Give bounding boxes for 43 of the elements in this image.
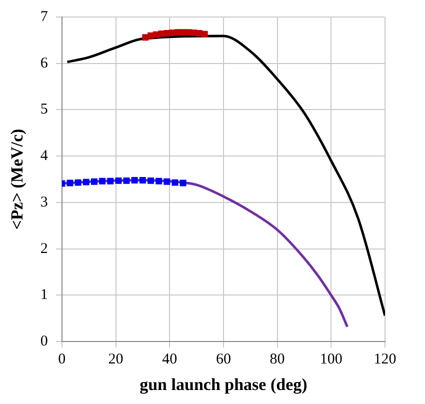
point: [164, 30, 170, 36]
point: [169, 30, 176, 36]
point: [164, 178, 170, 185]
point: [131, 177, 138, 184]
point: [90, 178, 98, 185]
point: [180, 180, 186, 186]
point: [66, 180, 74, 186]
point: [139, 177, 146, 184]
point: [174, 29, 181, 36]
line-series: [66, 34, 385, 317]
y-tick-label: 6: [40, 55, 48, 72]
x-tick-label: 20: [108, 352, 124, 368]
point: [156, 178, 162, 184]
point: [99, 178, 106, 184]
x-tick-label: 40: [162, 352, 178, 368]
point: [190, 30, 198, 36]
x-axis-title: gun launch phase (deg): [140, 375, 308, 394]
point: [201, 30, 208, 38]
x-tick-label: 80: [270, 352, 285, 368]
point: [74, 179, 82, 186]
y-tick-label: 3: [40, 194, 48, 210]
y-tick-label: 7: [40, 8, 48, 25]
y-tick-label: 4: [40, 148, 48, 164]
point: [185, 29, 192, 36]
x-tick-label: 100: [320, 352, 342, 368]
point: [148, 177, 154, 184]
point: [172, 179, 178, 186]
y-tick-label: 2: [40, 240, 48, 257]
point: [196, 30, 202, 36]
y-tick-label: 0: [40, 334, 48, 350]
point: [107, 178, 114, 184]
x-tick-label: 60: [216, 352, 231, 368]
y-tick-label: 1: [40, 287, 48, 304]
point: [152, 31, 160, 38]
point: [148, 32, 154, 39]
point: [142, 34, 149, 41]
y-axis-title: <Pz> (MeV/c): [8, 128, 27, 230]
x-tick-label: 0: [58, 352, 66, 368]
x-tick-label: 120: [374, 352, 396, 368]
point: [115, 177, 122, 184]
y-tick-label: 5: [40, 102, 48, 118]
point: [123, 177, 130, 184]
point: [82, 178, 90, 186]
